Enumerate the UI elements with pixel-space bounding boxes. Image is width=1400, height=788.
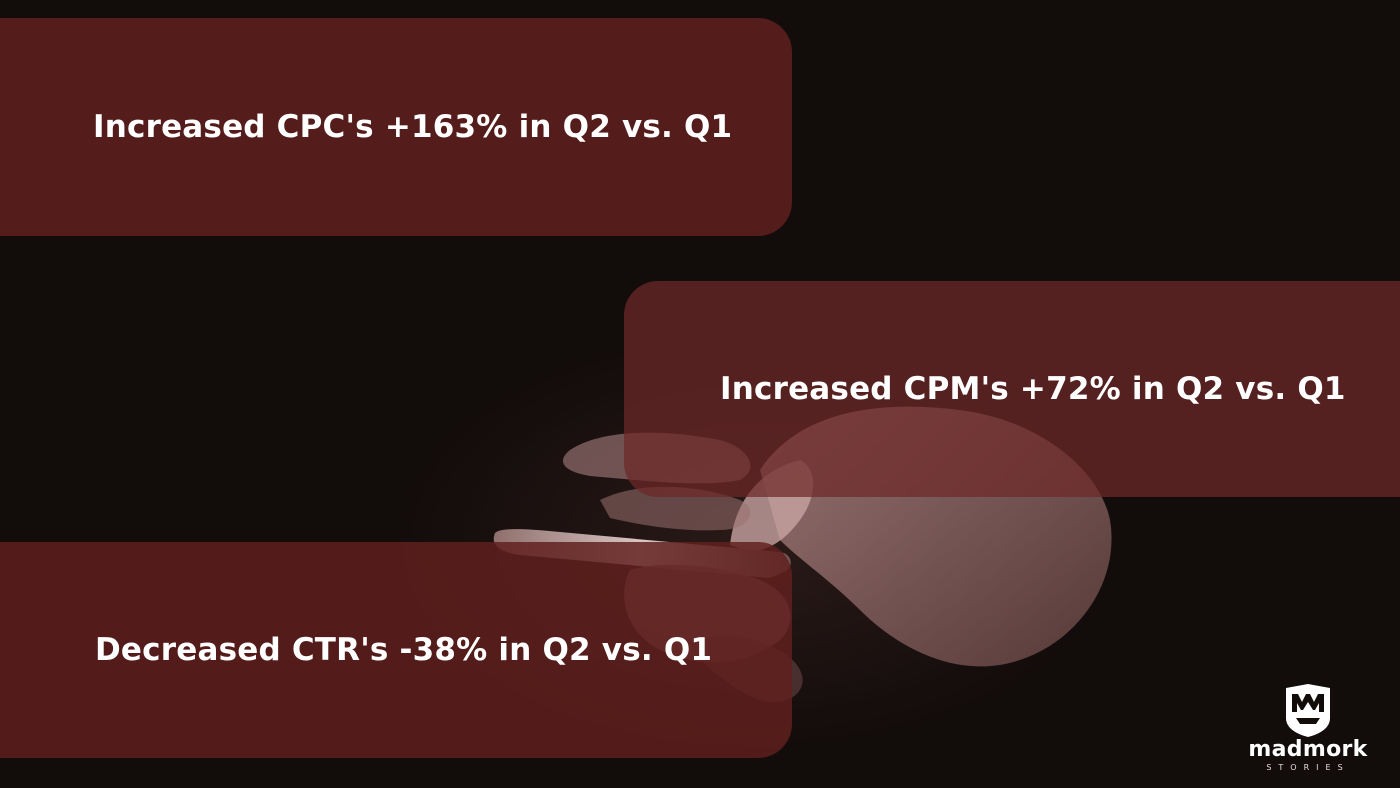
brand-logo: madmork STORIES — [1238, 682, 1378, 778]
stat-card-cpm: Increased CPM's +72% in Q2 vs. Q1 — [624, 281, 1400, 497]
stat-card-cpc: Increased CPC's +163% in Q2 vs. Q1 — [0, 18, 792, 236]
brand-tagline: STORIES — [1266, 763, 1350, 772]
stat-card-ctr: Decreased CTR's -38% in Q2 vs. Q1 — [0, 542, 792, 758]
stat-text-cpc: Increased CPC's +163% in Q2 vs. Q1 — [93, 109, 733, 145]
stat-text-cpm: Increased CPM's +72% in Q2 vs. Q1 — [720, 371, 1346, 407]
madmork-mark-icon — [1286, 684, 1330, 737]
brand-name: madmork — [1248, 737, 1368, 762]
stat-text-ctr: Decreased CTR's -38% in Q2 vs. Q1 — [95, 632, 713, 668]
